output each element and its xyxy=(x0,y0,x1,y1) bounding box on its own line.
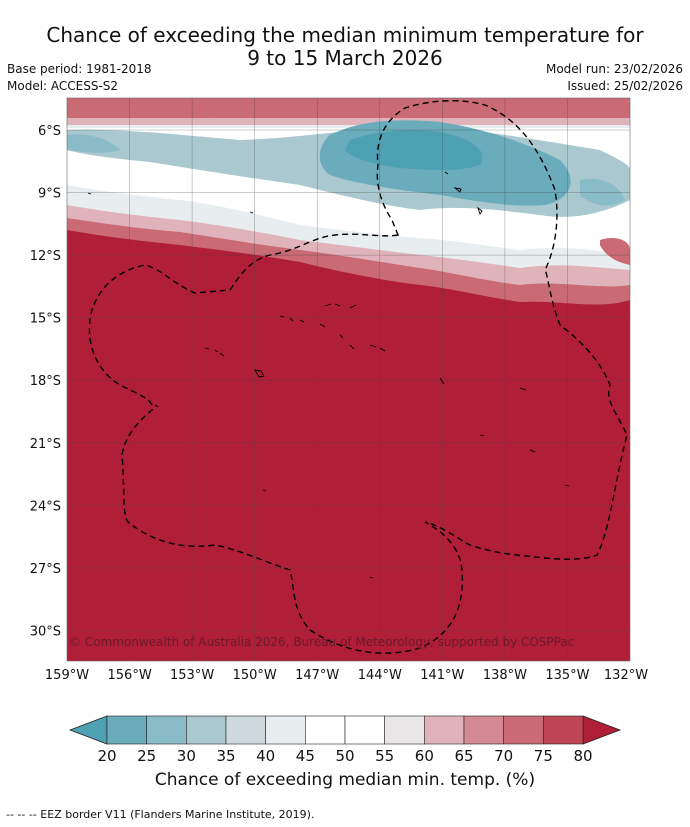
island-chain xyxy=(369,344,445,385)
map-title: Chance of exceeding the median minimum t… xyxy=(0,24,690,70)
top-band xyxy=(67,98,300,113)
model-run: Model run: 23/02/2026 xyxy=(545,62,683,76)
colorbar-segment xyxy=(305,715,346,745)
lat-label: 15°S xyxy=(30,312,61,327)
colorbar-segments xyxy=(106,715,584,745)
lon-label: 141°W xyxy=(420,668,464,683)
colorbar-tick-label: 70 xyxy=(494,747,513,765)
issued-date: Issued: 25/02/2026 xyxy=(567,79,683,93)
lon-label: 132°W xyxy=(604,668,648,683)
lat-label: 21°S xyxy=(30,437,61,452)
colorbar-tick-label: 80 xyxy=(573,747,592,765)
island-dots xyxy=(87,192,374,579)
lat-label: 30°S xyxy=(30,624,61,639)
island xyxy=(453,187,462,193)
lat-label: 24°S xyxy=(30,499,61,514)
colorbar-tick-label: 30 xyxy=(177,747,196,765)
model-name: Model: ACCESS-S2 xyxy=(7,79,119,93)
colorbar-segment xyxy=(344,715,385,745)
base-period: Base period: 1981-2018 xyxy=(7,62,152,76)
colorbar-segment xyxy=(424,715,465,745)
lat-label: 9°S xyxy=(38,187,61,202)
colorbar-segment xyxy=(146,715,187,745)
lon-label: 138°W xyxy=(483,668,527,683)
island-chain xyxy=(279,315,355,350)
lat-label: 27°S xyxy=(30,562,61,577)
east-red-patch xyxy=(600,238,630,265)
colorbar-segment xyxy=(106,715,147,745)
island-chain xyxy=(204,347,225,357)
eez-boundary-main xyxy=(88,100,628,654)
colorbar-segment xyxy=(503,715,544,745)
lon-label: 147°W xyxy=(295,668,339,683)
graticule xyxy=(67,98,630,661)
lat-label: 6°S xyxy=(38,124,61,139)
island xyxy=(444,171,449,175)
colorbar-tick-label: 35 xyxy=(216,747,235,765)
colorbar-tick-label: 65 xyxy=(454,747,473,765)
title-line-1: Chance of exceeding the median minimum t… xyxy=(46,23,644,47)
colorbar-tick-label: 55 xyxy=(375,747,394,765)
map-area: © Commonwealth of Australia 2026, Bureau… xyxy=(67,98,630,661)
colorbar: 20 25 30 35 40 45 50 55 60 65 70 75 80 xyxy=(68,715,622,765)
colorbar-segment xyxy=(463,715,504,745)
colorbar-segment xyxy=(225,715,266,745)
colorbar-ticks: 20 25 30 35 40 45 50 55 60 65 70 75 80 xyxy=(97,747,592,765)
colorbar-tick-label: 25 xyxy=(137,747,156,765)
map-frame xyxy=(66,97,631,662)
colorbar-low-arrow xyxy=(68,715,108,745)
title-line-2: 9 to 15 March 2026 xyxy=(247,46,443,70)
colorbar-tick-label: 20 xyxy=(97,747,116,765)
east-blue-patch xyxy=(580,178,625,206)
islands xyxy=(87,171,570,579)
lat-label: 12°S xyxy=(30,249,61,264)
longitude-labels: 159°W 156°W 153°W 150°W 147°W 144°W 141°… xyxy=(45,668,648,683)
lat-label: 18°S xyxy=(30,374,61,389)
latitude-labels: 6°S 9°S 12°S 15°S 18°S 21°S 24°S 27°S 30… xyxy=(30,124,61,639)
eez-legend-note: -- -- -- EEZ border V11 (Flanders Marine… xyxy=(6,808,315,821)
colorbar-segment xyxy=(265,715,306,745)
colorbar-tick-label: 75 xyxy=(534,747,553,765)
colorbar-tick-label: 45 xyxy=(296,747,315,765)
lon-label: 135°W xyxy=(545,668,589,683)
lon-label: 153°W xyxy=(170,668,214,683)
lon-label: 159°W xyxy=(45,668,89,683)
island xyxy=(477,206,483,216)
island-chain xyxy=(479,387,570,487)
island xyxy=(254,369,265,378)
west-blue-patch xyxy=(67,134,120,153)
colorbar-tick-label: 60 xyxy=(415,747,434,765)
copyright-notice: © Commonwealth of Australia 2026, Bureau… xyxy=(69,635,574,649)
lon-label: 156°W xyxy=(108,668,152,683)
colorbar-segment xyxy=(384,715,425,745)
colorbar-title: Chance of exceeding median min. temp. (%… xyxy=(154,770,536,790)
lon-label: 144°W xyxy=(358,668,402,683)
island-chain xyxy=(324,303,357,309)
colorbar-high-arrow xyxy=(582,715,622,745)
colorbar-tick-label: 50 xyxy=(335,747,354,765)
colorbar-tick-label: 40 xyxy=(256,747,275,765)
colorbar-segment xyxy=(186,715,227,745)
eez-borders xyxy=(88,100,628,654)
colorbar-segment xyxy=(543,715,584,745)
lon-label: 150°W xyxy=(233,668,277,683)
